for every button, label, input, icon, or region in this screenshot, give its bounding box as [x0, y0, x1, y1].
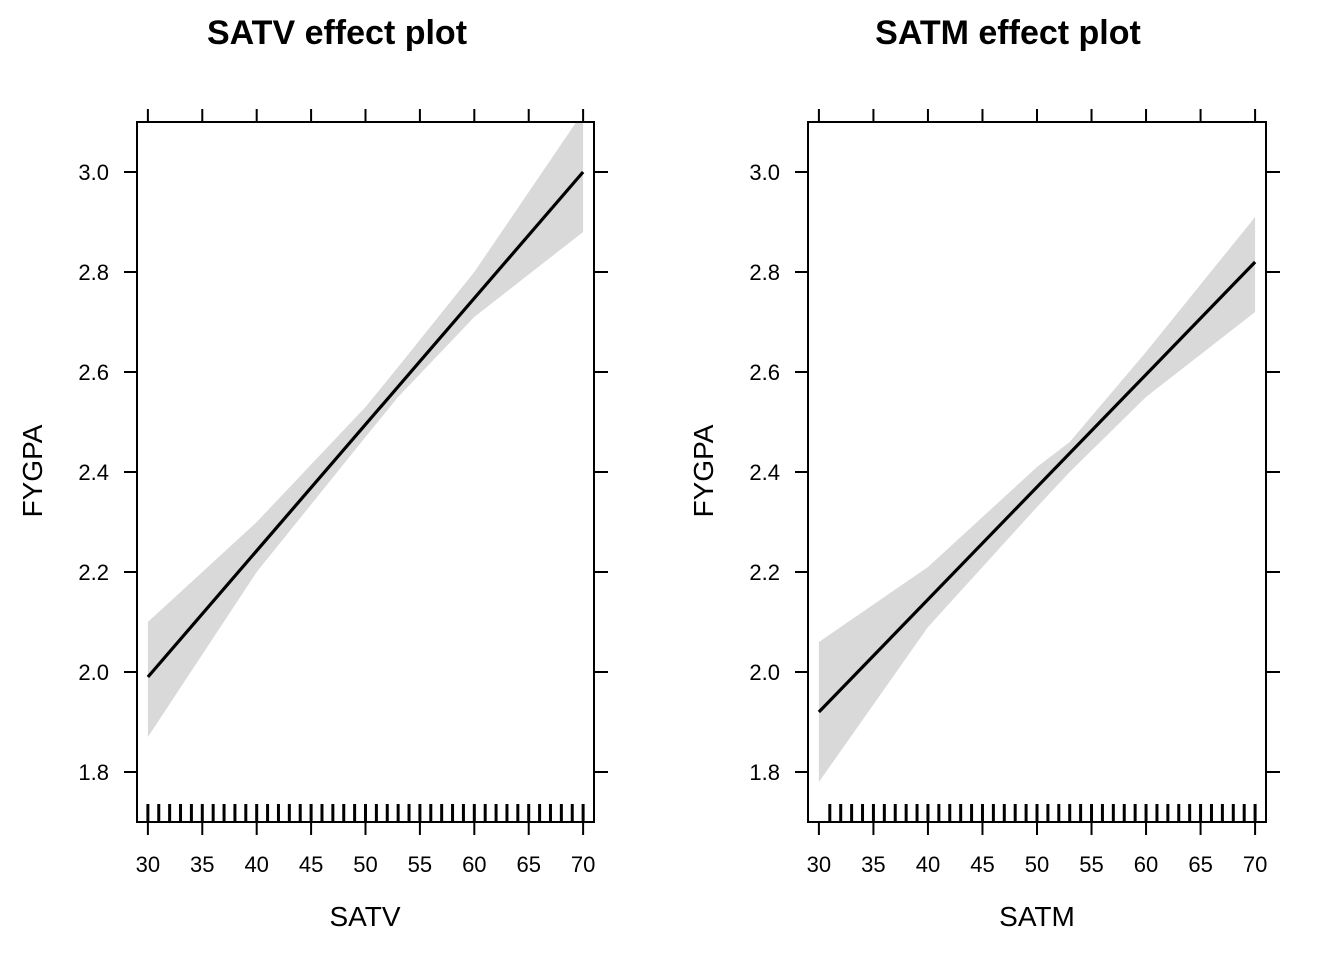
x-tick-label: 35: [861, 852, 885, 877]
y-tick-label: 3.0: [749, 160, 780, 185]
y-tick-label: 1.8: [78, 760, 109, 785]
y-tick-label: 2.0: [749, 660, 780, 685]
y-tick-label: 2.2: [749, 560, 780, 585]
plot-area: 30 35 40 45 50 55 60 65 70 1.8 2.0 2.2 2.4 2.6 2.8 3.0: [749, 109, 1280, 877]
x-tick-label: 55: [408, 852, 432, 877]
x-tick-label: 40: [916, 852, 940, 877]
y-tick-label: 2.4: [749, 460, 780, 485]
x-tick-label: 65: [1188, 852, 1212, 877]
fitted-line: [817, 260, 1257, 714]
x-tick-label: 50: [353, 852, 377, 877]
y-tick-label: 2.8: [749, 260, 780, 285]
y-tick-label: 1.8: [749, 760, 780, 785]
y-tick-label: 2.0: [78, 660, 109, 685]
x-axis-title: SATM: [999, 901, 1075, 932]
confidence-band: [818, 217, 1256, 782]
x-tick-label: 30: [136, 852, 160, 877]
x-tick-label: 70: [1243, 852, 1267, 877]
x-tick-label: 55: [1079, 852, 1103, 877]
y-axis-title: FYGPA: [17, 424, 48, 517]
x-tick-label: 50: [1025, 852, 1049, 877]
confidence-band: [147, 122, 584, 737]
y-tick-label: 2.2: [78, 560, 109, 585]
x-tick-label: 45: [299, 852, 323, 877]
x-tick-label: 45: [970, 852, 994, 877]
chart-title: SATM effect plot: [875, 14, 1141, 52]
y-tick-label: 2.6: [749, 360, 780, 385]
x-tick-label: 65: [516, 852, 540, 877]
satv-effect-plot-panel: SATV effect plot SATV FYGPA 30 35 40 45 50 55…: [17, 14, 608, 932]
y-tick-label: 2.6: [78, 360, 109, 385]
satm-effect-plot-panel: SATM effect plot SATM FYGPA 30 35 40 45 50 55…: [688, 14, 1280, 932]
y-tick-label: 2.4: [78, 460, 109, 485]
y-tick-label: 2.8: [78, 260, 109, 285]
y-tick-label: 3.0: [78, 160, 109, 185]
chart-title: SATV effect plot: [207, 14, 467, 52]
x-tick-label: 30: [807, 852, 831, 877]
x-axis-title: SATV: [329, 901, 400, 932]
x-tick-label: 70: [571, 852, 595, 877]
x-tick-label: 60: [462, 852, 486, 877]
x-tick-label: 35: [190, 852, 214, 877]
x-tick-label: 60: [1134, 852, 1158, 877]
x-tick-label: 40: [244, 852, 268, 877]
plot-area: 30 35 40 45 50 55 60 65 70 1.8 2.0 2.2 2.4 2.6 2.8 3.0: [78, 109, 608, 877]
fitted-line: [146, 170, 585, 679]
y-axis-title: FYGPA: [688, 424, 719, 517]
